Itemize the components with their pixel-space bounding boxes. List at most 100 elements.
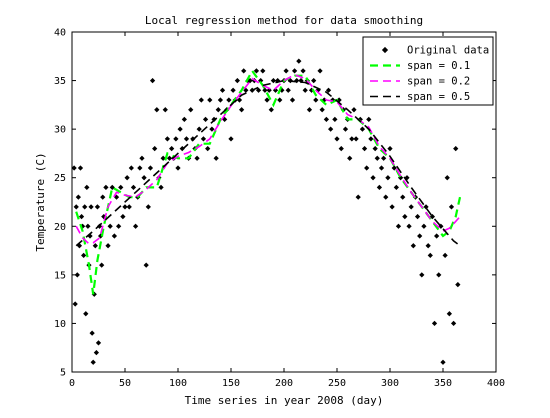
legend-marker — [381, 46, 389, 54]
data-point — [226, 97, 232, 103]
data-point — [99, 262, 105, 268]
data-point — [446, 311, 452, 317]
data-point — [228, 136, 234, 142]
data-point — [453, 145, 459, 152]
data-point — [124, 175, 130, 181]
data-point — [285, 87, 291, 93]
x-tick-label: 200 — [275, 378, 293, 389]
data-point — [272, 87, 279, 93]
data-point — [164, 136, 171, 142]
data-point — [427, 252, 433, 259]
data-point — [431, 320, 438, 327]
data-point — [72, 301, 78, 307]
data-point — [370, 175, 376, 181]
data-point — [455, 281, 461, 288]
data-point — [93, 349, 100, 356]
data-point — [149, 77, 156, 84]
data-point — [425, 243, 431, 249]
data-point — [162, 107, 168, 113]
data-point — [444, 175, 450, 181]
data-point — [175, 165, 181, 171]
data-point — [302, 87, 308, 93]
data-point — [109, 184, 115, 191]
data-point — [383, 194, 389, 200]
data-point — [105, 243, 111, 249]
data-point — [100, 194, 106, 200]
data-point — [90, 359, 96, 365]
data-point — [198, 97, 204, 103]
plot-frame — [71, 31, 497, 373]
y-tick-label: 5 — [60, 368, 66, 379]
data-point — [381, 155, 387, 161]
data-point — [77, 165, 84, 171]
data-point — [372, 145, 378, 152]
data-point — [143, 262, 149, 268]
data-point — [402, 213, 408, 220]
data-point — [351, 107, 357, 113]
x-tick-label: 350 — [434, 378, 452, 389]
data-point — [215, 107, 221, 113]
data-point — [342, 126, 349, 132]
data-point — [366, 116, 372, 123]
series-line-span-0-1 — [75, 68, 462, 295]
data-point — [414, 213, 421, 220]
data-point — [283, 68, 289, 74]
data-point — [450, 320, 457, 327]
data-point — [74, 272, 80, 278]
data-point — [376, 184, 383, 191]
y-tick-label: 15 — [54, 270, 66, 281]
series-original-data — [71, 58, 461, 365]
data-point — [270, 77, 277, 84]
data-point — [145, 204, 151, 210]
data-point — [268, 107, 274, 113]
data-point — [188, 107, 194, 113]
data-point — [120, 213, 126, 220]
data-point — [395, 223, 402, 229]
data-point — [408, 204, 414, 210]
data-point — [306, 107, 313, 113]
data-point — [353, 136, 359, 142]
data-point — [389, 204, 395, 210]
y-axis-label: Temperature (C) — [34, 152, 47, 251]
data-point — [116, 223, 122, 229]
data-point — [400, 194, 406, 200]
data-point — [84, 184, 90, 191]
data-point — [241, 68, 247, 74]
data-point — [113, 194, 120, 200]
data-point — [291, 68, 298, 74]
y-tick-label: 10 — [54, 319, 66, 330]
chart-title: Local regression method for data smoothi… — [145, 14, 423, 27]
data-point — [132, 223, 139, 229]
data-point — [289, 97, 296, 103]
data-point — [82, 204, 88, 210]
data-point — [238, 107, 245, 113]
data-point — [347, 155, 353, 161]
data-point — [89, 330, 95, 336]
legend-label: span = 0.5 — [407, 91, 470, 103]
data-point — [111, 233, 118, 239]
data-point — [323, 116, 330, 123]
data-point — [296, 58, 302, 64]
data-point — [436, 272, 442, 278]
y-tick-label: 35 — [54, 76, 66, 87]
y-tick-label: 20 — [54, 222, 66, 233]
data-point — [94, 204, 101, 210]
data-point — [255, 87, 262, 93]
data-point — [166, 155, 173, 161]
legend-label: span = 0.1 — [407, 60, 470, 72]
data-point — [410, 243, 416, 249]
data-point — [319, 107, 325, 113]
data-point — [200, 136, 207, 142]
series-layer — [71, 58, 462, 365]
data-point — [325, 87, 332, 93]
data-point — [103, 184, 109, 191]
data-point — [423, 204, 429, 210]
legend-label: span = 0.2 — [407, 76, 470, 88]
data-point — [130, 184, 137, 191]
data-point — [196, 126, 202, 132]
x-axis-label: Time series in year 2008 (day) — [185, 394, 384, 407]
x-tick-label: 150 — [222, 378, 240, 389]
data-point — [393, 184, 399, 191]
data-point — [355, 194, 361, 200]
